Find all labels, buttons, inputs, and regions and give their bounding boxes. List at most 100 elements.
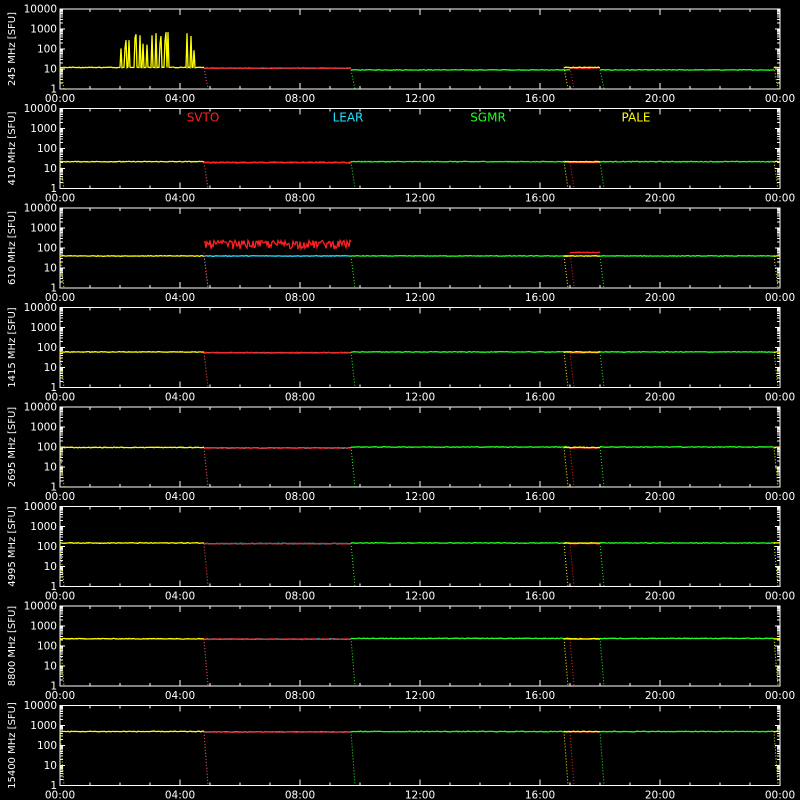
series-svto bbox=[203, 638, 352, 641]
series-svto-dropout bbox=[203, 68, 209, 90]
x-tick-label: 04:00 bbox=[165, 93, 195, 105]
x-tick-label: 08:00 bbox=[285, 491, 315, 503]
y-tick-label: 100 bbox=[37, 243, 57, 255]
x-tick-label: 04:00 bbox=[165, 392, 195, 404]
series-pale-dropout bbox=[563, 731, 569, 786]
series-pale bbox=[563, 254, 600, 258]
series-sgmr-dropout bbox=[599, 542, 605, 587]
x-tick-label: 08:00 bbox=[285, 193, 315, 205]
x-tick-label: 00:00 bbox=[765, 93, 795, 105]
series-pale-dropout bbox=[773, 161, 779, 189]
y-tick-label: 1000 bbox=[30, 223, 57, 235]
x-tick-label: 12:00 bbox=[405, 392, 435, 404]
series-pale-dropout bbox=[59, 447, 65, 488]
series-sgmr bbox=[350, 637, 570, 640]
series-svto bbox=[203, 730, 351, 733]
series-pale bbox=[59, 350, 205, 354]
series-sgmr-dropout bbox=[599, 351, 605, 388]
x-tick-label: 12:00 bbox=[405, 591, 435, 603]
series-svto-dropout bbox=[203, 252, 209, 289]
series-sgmr bbox=[350, 160, 570, 163]
series-pale-dropout bbox=[773, 67, 779, 90]
series-svto-dropout bbox=[569, 731, 575, 786]
series-pale bbox=[773, 254, 781, 257]
plot-frame bbox=[59, 506, 781, 587]
x-tick-label: 12:00 bbox=[405, 93, 435, 105]
x-tick-label: 04:00 bbox=[165, 292, 195, 304]
series-pale-dropout bbox=[563, 447, 569, 488]
x-tick-label: 00:00 bbox=[765, 392, 795, 404]
series-pale bbox=[563, 542, 601, 545]
x-tick-label: 12:00 bbox=[405, 193, 435, 205]
y-tick-label: 1000 bbox=[30, 24, 57, 36]
series-svto-dropout bbox=[203, 447, 209, 488]
series-pale-dropout bbox=[773, 447, 779, 488]
series-svto bbox=[203, 67, 351, 70]
series-pale bbox=[563, 350, 601, 353]
series-lear-dropout bbox=[203, 352, 209, 388]
y-tick-label: 10000 bbox=[24, 203, 57, 215]
series-pale bbox=[59, 541, 205, 545]
series-pale-dropout bbox=[563, 638, 569, 687]
y-tick-label: 10 bbox=[44, 462, 57, 474]
x-tick-label: 20:00 bbox=[645, 491, 675, 503]
x-tick-label: 04:00 bbox=[165, 690, 195, 702]
x-tick-label: 04:00 bbox=[165, 591, 195, 603]
x-tick-label: 16:00 bbox=[525, 790, 555, 800]
y-tick-label: 100 bbox=[37, 442, 57, 454]
series-pale bbox=[773, 446, 781, 449]
series-sgmr-dropout bbox=[599, 255, 605, 289]
y-tick-label: 1 bbox=[50, 382, 57, 394]
series-pale bbox=[59, 446, 204, 449]
x-tick-label: 12:00 bbox=[405, 292, 435, 304]
series-pale bbox=[563, 730, 601, 733]
x-tick-label: 12:00 bbox=[405, 491, 435, 503]
series-pale bbox=[563, 637, 601, 640]
series-svto-dropout bbox=[203, 162, 209, 189]
y-tick-label: 10000 bbox=[24, 302, 57, 314]
y-tick-label: 100 bbox=[37, 641, 57, 653]
y-axis-label: 4995 MHz [SFU] bbox=[7, 506, 18, 587]
series-svto-dropout bbox=[569, 352, 575, 388]
series-sgmr-dropout bbox=[350, 446, 356, 488]
series-svto bbox=[203, 351, 352, 354]
plot-frame bbox=[59, 108, 781, 189]
series-pale-dropout bbox=[59, 161, 65, 189]
series-sgmr-dropout bbox=[599, 446, 605, 488]
series-svto-dropout bbox=[569, 639, 575, 687]
x-tick-label: 08:00 bbox=[285, 93, 315, 105]
series-sgmr bbox=[350, 541, 571, 545]
series-svto-dropout bbox=[203, 352, 209, 388]
series-pale bbox=[773, 351, 781, 354]
y-tick-label: 10000 bbox=[24, 103, 57, 115]
legend-sgmr: SGMR bbox=[470, 111, 506, 125]
series-svto-dropout bbox=[203, 639, 209, 687]
x-tick-label: 00:00 bbox=[765, 193, 795, 205]
y-tick-label: 1000 bbox=[30, 123, 57, 135]
series-sgmr bbox=[350, 68, 571, 72]
panel-1: 1 10 100 1000 10000 00:00 04:00 08:00 12:00 16:00… bbox=[7, 4, 795, 106]
series-pale-dropout bbox=[563, 161, 569, 189]
x-tick-label: 20:00 bbox=[645, 93, 675, 105]
x-tick-label: 16:00 bbox=[525, 690, 555, 702]
series-svto-dropout bbox=[569, 252, 575, 289]
y-tick-label: 10 bbox=[44, 561, 57, 573]
y-axis-label: 15400 MHz [SFU] bbox=[7, 702, 18, 789]
y-tick-label: 1 bbox=[50, 283, 57, 295]
x-tick-label: 00:00 bbox=[45, 591, 75, 603]
x-tick-label: 16:00 bbox=[525, 292, 555, 304]
x-tick-label: 00:00 bbox=[45, 93, 75, 105]
y-axis-label: 2695 MHz [SFU] bbox=[7, 407, 18, 488]
series-svto bbox=[569, 251, 601, 254]
y-tick-label: 10 bbox=[44, 661, 57, 673]
x-tick-label: 08:00 bbox=[285, 591, 315, 603]
series-sgmr bbox=[599, 254, 775, 258]
x-tick-label: 08:00 bbox=[285, 292, 315, 304]
panel-8: 1 10 100 1000 10000 00:00 04:00 08:00 12:00 16:00… bbox=[7, 700, 795, 800]
series-pale-dropout bbox=[59, 542, 65, 587]
series-pale-dropout bbox=[773, 731, 779, 786]
series-pale bbox=[59, 254, 205, 258]
legend-pale: PALE bbox=[622, 111, 651, 125]
x-tick-label: 00:00 bbox=[765, 790, 795, 800]
